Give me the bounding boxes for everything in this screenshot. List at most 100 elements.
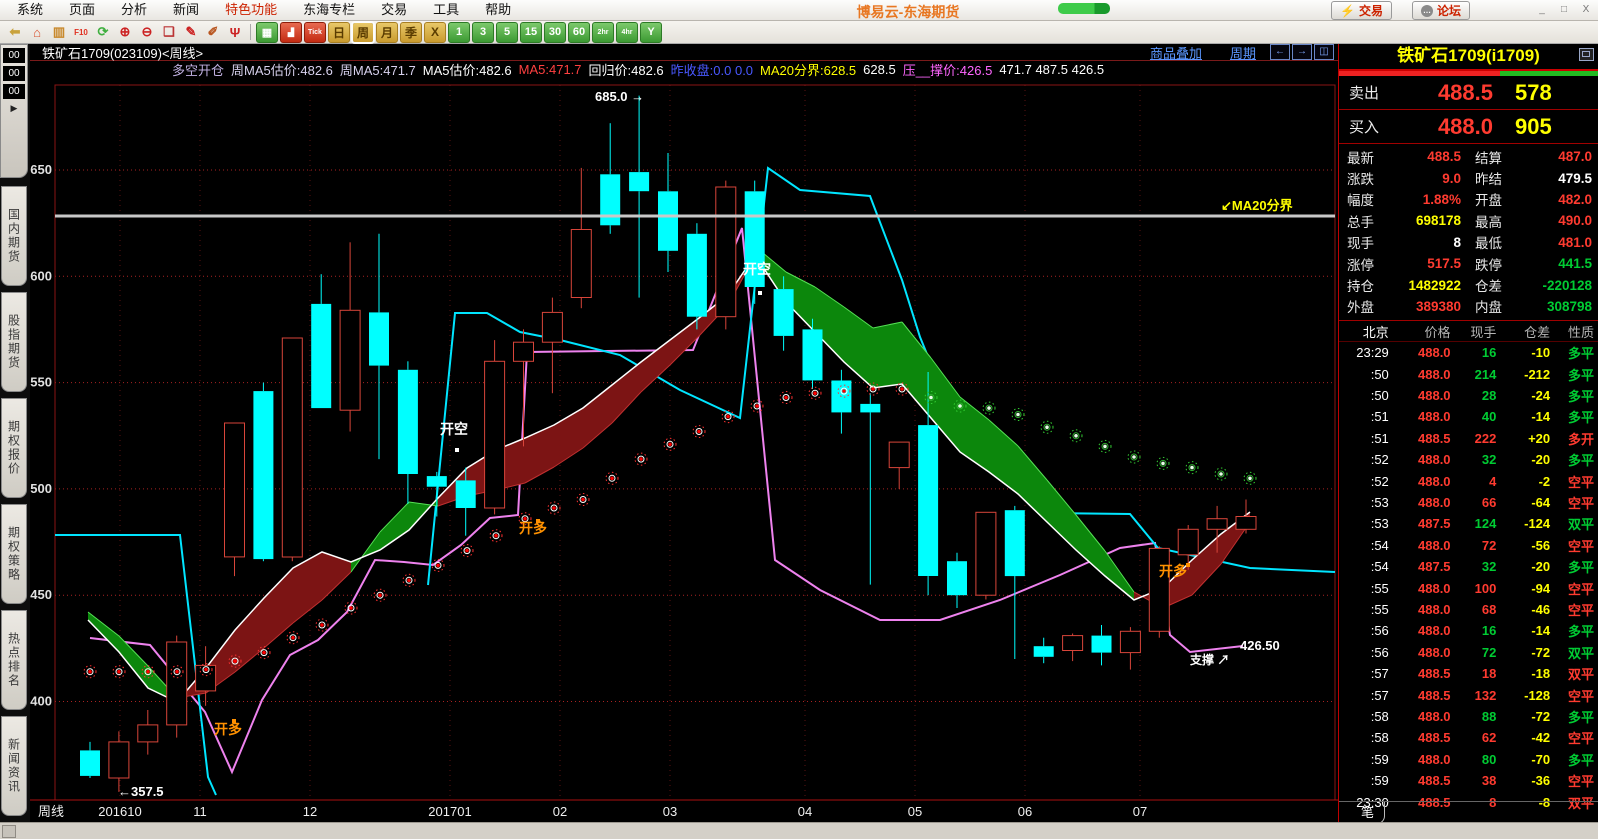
bid-row[interactable]: 买入 488.0 905 (1339, 110, 1598, 144)
period-button-quote-board[interactable]: ▦ (256, 21, 278, 43)
period-button-m5[interactable]: 5 (496, 21, 518, 43)
clock-digits: 00 (3, 48, 25, 63)
menu-item-新闻[interactable]: 新闻 (173, 2, 200, 17)
tick-row[interactable]: :57 488.5 18 -18 双平 (1370, 666, 1594, 683)
minimize-button[interactable]: _ (1539, 4, 1545, 15)
tick-table[interactable]: 23:29 488.0 16 -10 多平 :50 488.0 214 -212 多平 :50 488… (1339, 342, 1598, 813)
stat-row-持仓: 持仓 1482922 仓差 -220128 (1347, 277, 1592, 295)
menu-item-分析[interactable]: 分析 (121, 2, 148, 17)
sidebar-tab-期权报价[interactable]: 期权报价 (1, 398, 27, 498)
tick-col-现手: 现手 (1470, 324, 1497, 340)
tick-row[interactable]: :54 488.0 72 -56 空平 (1370, 537, 1594, 554)
menu-item-特色功能[interactable]: 特色功能 (225, 2, 278, 17)
tick-row[interactable]: :55 488.0 100 -94 空平 (1370, 580, 1594, 597)
quote-panel: 铁矿石1709(i1709) 卖出 488.5 578 买入 488.0 905… (1338, 44, 1598, 824)
menu-item-东海专栏[interactable]: 东海专栏 (303, 2, 356, 17)
svg-text:04: 04 (798, 804, 812, 819)
tick-row[interactable]: :56 488.0 16 -14 多平 (1370, 623, 1594, 640)
period-button-m15[interactable]: 15 (520, 21, 542, 43)
period-button-year[interactable]: Y (640, 21, 662, 43)
menu-item-工具[interactable]: 工具 (433, 2, 460, 17)
maximize-button[interactable]: □ (1560, 4, 1568, 15)
f10-icon[interactable]: F10 (74, 27, 88, 37)
trade-button[interactable]: ⚡ 交易 (1331, 1, 1392, 20)
zoom-in-icon[interactable]: ⊕ (119, 24, 131, 39)
pen-tab[interactable]: 笔 (1339, 801, 1598, 824)
stat-row-现手: 现手 8 最低 481.0 (1347, 234, 1592, 252)
tick-row[interactable]: :57 488.5 132 -128 空平 (1370, 687, 1594, 704)
svg-text:↙MA20分界: ↙MA20分界 (1221, 198, 1293, 213)
tick-row[interactable]: :59 488.0 80 -70 多平 (1370, 751, 1594, 768)
ask-row[interactable]: 卖出 488.5 578 (1339, 76, 1598, 110)
svg-text:11: 11 (193, 804, 207, 819)
clock-tab[interactable]: 00 00 00 ▶ (0, 44, 28, 178)
svg-text:400: 400 (30, 694, 52, 709)
period-button-chart-view[interactable]: ▟ (280, 21, 302, 43)
period-button-month[interactable]: 月 (376, 21, 398, 43)
period-button-m1[interactable]: 1 (448, 21, 470, 43)
sidebar-tab-股指期货[interactable]: 股指期货 (1, 292, 27, 392)
filter-icon[interactable]: Ψ (229, 24, 241, 40)
svg-text:685.0 →: 685.0 → (595, 89, 644, 104)
sidebar-tab-期权策略[interactable]: 期权策略 (1, 504, 27, 604)
period-button-h2[interactable]: 2hr (592, 21, 614, 43)
tick-row[interactable]: :53 488.0 66 -64 空平 (1370, 495, 1594, 512)
title-bar: 系统 页面 分析 新闻 特色功能 东海专栏 交易 工具 帮助 博易云-东海期货 ⚡ 交易 … 论坛 … (0, 0, 1598, 21)
period-button-quarter[interactable]: 季 (400, 21, 422, 43)
tick-row[interactable]: 23:29 488.0 16 -10 多平 (1356, 345, 1594, 362)
period-button-m3[interactable]: 3 (472, 21, 494, 43)
app-title: 博易云-东海期货 (856, 4, 960, 20)
archive-icon[interactable]: ▥ (52, 24, 66, 39)
popout-icon[interactable] (1579, 48, 1594, 61)
tick-row[interactable]: :58 488.5 62 -42 空平 (1370, 730, 1594, 747)
refresh-icon[interactable]: ⟳ (97, 24, 109, 39)
tick-row[interactable]: :51 488.5 222 +20 多开 (1370, 430, 1594, 447)
expand-arrow-icon[interactable]: ▶ (10, 103, 18, 113)
next-contract-button[interactable]: → (1292, 44, 1312, 60)
forum-button[interactable]: … 论坛 (1411, 1, 1470, 20)
svg-text:支撑 ↗: 支撑 ↗ (1189, 652, 1229, 667)
prev-contract-button[interactable]: ← (1270, 44, 1290, 60)
brush-icon[interactable]: ✐ (207, 24, 219, 39)
split-view-button[interactable]: ◫ (1314, 44, 1334, 60)
period-button-m30[interactable]: 30 (544, 21, 566, 43)
sidebar-tab-热点排名[interactable]: 热点排名 (1, 610, 27, 710)
pencil-icon[interactable]: ✎ (185, 24, 197, 39)
period-button-x-period[interactable]: X (424, 21, 446, 43)
zoom-out-icon[interactable]: ⊖ (141, 24, 153, 39)
tick-row[interactable]: :53 487.5 124 -124 双平 (1370, 516, 1594, 533)
indicator-readout: 多空开仓 周MA5估价:482.6 周MA5:471.7 MA5估价:482.6 MA5… (30, 61, 1338, 78)
tick-row[interactable]: :58 488.0 88 -72 多平 (1370, 708, 1594, 725)
period-button-tick[interactable]: Tick (304, 21, 326, 43)
stat-row-最新: 最新 488.5 结算 487.0 (1347, 149, 1592, 166)
tick-row[interactable]: :59 488.5 38 -36 空平 (1370, 773, 1594, 790)
overlay-icon[interactable]: ❏ (163, 24, 175, 39)
tick-row[interactable]: :50 488.0 28 -24 多平 (1370, 388, 1594, 405)
home-icon[interactable]: ⌂ (33, 24, 41, 40)
period-button-h4[interactable]: 4hr (616, 21, 638, 43)
tick-row[interactable]: :54 487.5 32 -20 多平 (1370, 559, 1594, 576)
back-icon[interactable]: ⬅ (9, 24, 21, 39)
tick-row[interactable]: :50 488.0 214 -212 多平 (1370, 366, 1594, 383)
tick-row[interactable]: :51 488.0 40 -14 多平 (1370, 409, 1594, 426)
period-button-week[interactable]: 周 (351, 20, 375, 44)
sidebar-tab-国内期货[interactable]: 国内期货 (1, 186, 27, 286)
menu-item-页面[interactable]: 页面 (69, 2, 96, 17)
tick-row[interactable]: :55 488.0 68 -46 空平 (1370, 602, 1594, 618)
menu-item-帮助[interactable]: 帮助 (485, 2, 512, 17)
tick-row[interactable]: :52 488.0 32 -20 多平 (1370, 452, 1594, 469)
tick-row[interactable]: :52 488.0 4 -2 空平 (1370, 473, 1594, 490)
menu-item-交易[interactable]: 交易 (381, 2, 408, 17)
svg-text:201701: 201701 (428, 804, 471, 819)
chart-title: 铁矿石1709(023109)<周线> (42, 45, 204, 61)
close-button[interactable]: X (1582, 4, 1590, 15)
period-button-m60[interactable]: 60 (568, 21, 590, 43)
period-button-day[interactable]: 日 (328, 21, 350, 43)
tick-row[interactable]: :56 488.0 72 -72 双平 (1370, 644, 1594, 661)
sidebar-tab-新闻资讯[interactable]: 新闻资讯 (1, 716, 27, 816)
period-link[interactable]: 周期 (1229, 45, 1256, 61)
overlay-link[interactable]: 商品叠加 (1149, 45, 1202, 61)
resize-handle[interactable] (2, 825, 16, 838)
menu-item-系统[interactable]: 系统 (17, 2, 44, 17)
